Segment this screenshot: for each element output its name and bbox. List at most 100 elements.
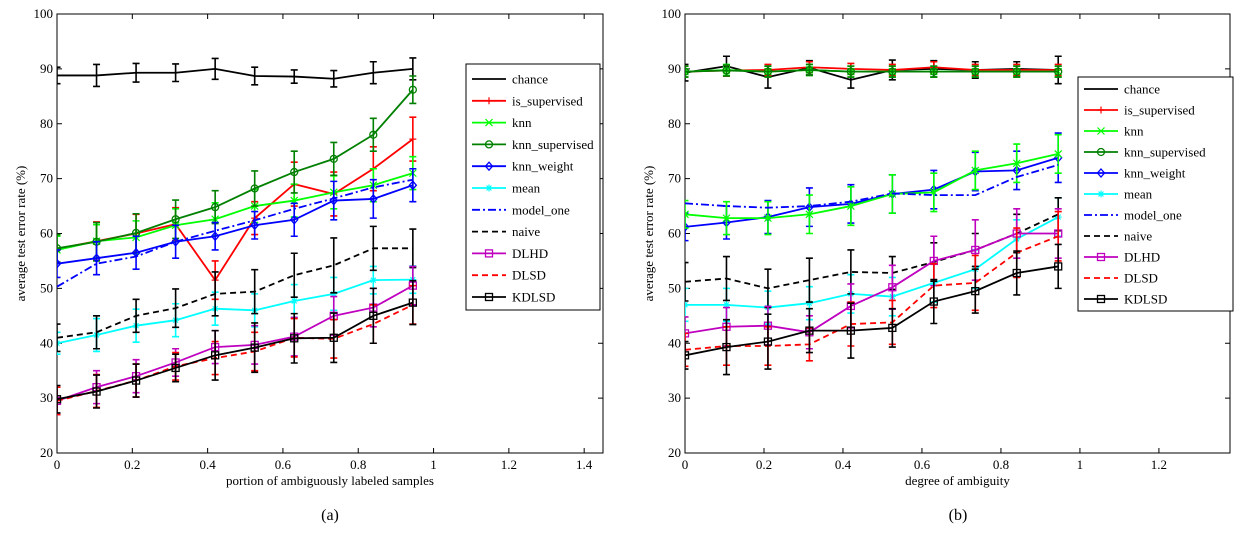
data-point xyxy=(1012,268,1021,278)
error-bar xyxy=(290,252,298,298)
legend-marker xyxy=(484,249,494,258)
data-point xyxy=(171,215,180,224)
data-point xyxy=(92,387,101,396)
y-tick-label: 100 xyxy=(662,6,682,21)
data-point xyxy=(846,67,856,76)
data-point xyxy=(888,323,897,333)
legend-marker xyxy=(1096,168,1106,178)
legend-entry: mean xyxy=(512,181,541,196)
error-bar xyxy=(805,257,813,303)
series-KDLSD xyxy=(685,243,1063,376)
y-axis-label: average test error rate (%) xyxy=(13,166,28,302)
legend-entry: DLSD xyxy=(512,268,546,283)
error-bar xyxy=(57,66,61,85)
series-line xyxy=(685,216,1059,309)
data-point xyxy=(250,343,259,352)
data-point xyxy=(330,290,338,298)
data-point xyxy=(1012,159,1021,168)
legend-marker xyxy=(1096,252,1106,262)
legend-entry: is_supervised xyxy=(512,93,583,108)
data-point xyxy=(685,210,689,219)
x-axis-label: degree of ambiguity xyxy=(905,473,1010,488)
error-bar xyxy=(57,249,61,279)
chart-panel-b: 0 0.2 0.4 0.6 0.8 1 1.2 20 30 40 50 60 70 80 90 100 degr… xyxy=(641,6,1234,524)
series-knn-weight xyxy=(57,167,418,279)
data-point xyxy=(329,333,338,342)
data-point xyxy=(408,298,417,307)
y-tick-label: 80 xyxy=(40,116,53,131)
series-knn-supervised xyxy=(57,75,417,263)
series-model-one xyxy=(685,164,1059,209)
x-tick-label: 1 xyxy=(1077,457,1084,472)
data-point xyxy=(57,395,62,404)
data-point xyxy=(368,193,378,204)
legend-marker xyxy=(484,140,494,149)
data-point xyxy=(409,135,417,143)
data-point xyxy=(290,167,299,177)
error-bar xyxy=(685,212,689,242)
data-point xyxy=(763,337,773,346)
y-tick-label: 60 xyxy=(40,226,53,241)
data-point xyxy=(685,221,690,232)
legend-entry: DLSD xyxy=(1124,271,1158,286)
legend-marker xyxy=(485,184,493,192)
legend-entry: DLHD xyxy=(512,246,548,261)
data-point xyxy=(408,180,418,191)
series-line xyxy=(685,153,1059,220)
series-line xyxy=(685,213,1059,290)
data-point xyxy=(408,85,417,94)
data-point xyxy=(329,154,338,164)
data-point xyxy=(722,301,730,309)
data-point xyxy=(685,301,689,309)
series-line xyxy=(685,65,1059,81)
data-point xyxy=(888,283,897,292)
y-tick-label: 100 xyxy=(34,6,54,21)
legend-entry: chance xyxy=(512,72,548,87)
legend-marker xyxy=(1097,106,1105,114)
error-bar xyxy=(685,332,689,368)
series-line xyxy=(685,156,1059,228)
x-tick-label: 0.6 xyxy=(275,457,292,472)
data-point xyxy=(92,253,101,264)
series-line xyxy=(57,138,414,282)
series-line xyxy=(57,89,414,250)
legend-entry: knn_weight xyxy=(512,159,574,174)
legend-entry: naive xyxy=(512,224,540,239)
data-point xyxy=(131,376,141,385)
legend-marker xyxy=(1096,147,1106,157)
series-model-one xyxy=(57,178,414,288)
data-point xyxy=(250,184,259,193)
x-tick-label: 1 xyxy=(430,457,437,472)
data-point xyxy=(369,311,378,320)
series-knn-weight xyxy=(685,132,1063,242)
data-point xyxy=(846,202,855,210)
legend-entry: DLHD xyxy=(1124,250,1160,265)
data-point xyxy=(722,342,731,352)
y-tick-label: 20 xyxy=(668,445,681,460)
chart-panel-a: 0 0.2 0.4 0.6 0.8 1 1.2 1.4 20 30 40 50 60 70 80 90 100 p… xyxy=(13,6,604,524)
error-bar xyxy=(685,65,689,78)
series-line xyxy=(685,69,1059,73)
error-bar xyxy=(93,315,101,350)
x-tick-label: 0.8 xyxy=(350,457,366,472)
legend-entry: model_one xyxy=(512,202,570,217)
y-tick-label: 40 xyxy=(668,335,681,350)
legend-marker xyxy=(1096,294,1106,304)
series-DLSD xyxy=(57,284,417,416)
data-point xyxy=(805,299,813,307)
x-tick-label: 1.4 xyxy=(576,457,593,472)
series-DLSD xyxy=(685,210,1062,368)
error-bar xyxy=(685,63,689,82)
data-point xyxy=(929,67,938,76)
error-bar xyxy=(685,261,689,302)
plot-area xyxy=(57,57,418,416)
legend-entry: chance xyxy=(1124,82,1160,97)
y-tick-label: 90 xyxy=(668,61,681,76)
data-point xyxy=(211,351,220,360)
error-bar xyxy=(685,287,689,323)
data-point xyxy=(171,363,180,373)
series-DLHD xyxy=(57,265,417,416)
data-point xyxy=(685,351,690,360)
